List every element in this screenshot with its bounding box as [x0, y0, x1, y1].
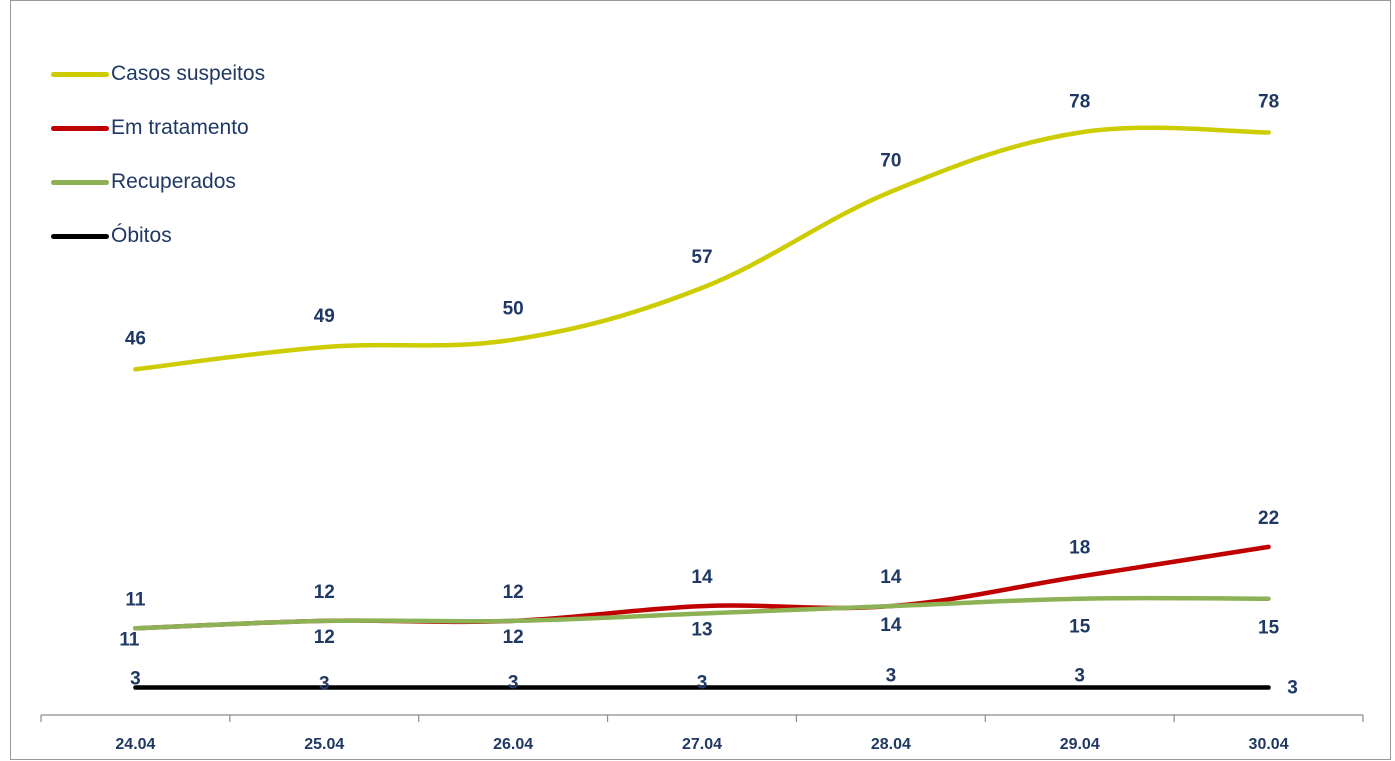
x-tick-label: 24.04 [115, 736, 155, 753]
data-label-casos-suspeitos: 78 [1069, 92, 1090, 113]
data-label-casos-suspeitos: 78 [1258, 92, 1279, 113]
x-tick-label: 30.04 [1249, 736, 1289, 753]
legend-label: Óbitos [111, 224, 172, 247]
legend-swatch [51, 179, 109, 185]
data-label-casos-suspeitos: 57 [691, 247, 712, 268]
legend-item-obitos: Óbitos [51, 209, 265, 263]
data-labels: 46 49 50 57 70 78 78 11 12 12 14 14 18 22 11 12 12 13 14 15… [119, 92, 1297, 699]
legend-item-recuperados: Recuperados [51, 155, 265, 209]
legend: Casos suspeitos Em tratamento Recuperado… [51, 47, 265, 263]
data-label-obitos: 3 [1287, 678, 1298, 699]
data-label-recuperados: 12 [503, 627, 524, 648]
legend-swatch [51, 71, 109, 77]
data-label-obitos: 3 [886, 666, 897, 687]
data-label-em-tratamento: 12 [314, 582, 335, 603]
data-label-em-tratamento: 14 [691, 567, 713, 588]
data-label-casos-suspeitos: 49 [314, 306, 335, 327]
line-chart: 24.04 25.04 26.04 27.04 28.04 29.04 30.04 46 49… [40, 92, 1364, 753]
data-label-obitos: 3 [319, 674, 330, 695]
legend-label: Casos suspeitos [111, 62, 266, 85]
data-label-obitos: 3 [508, 673, 519, 694]
series-lines [133, 125, 1271, 690]
legend-label: Recuperados [111, 170, 236, 193]
data-label-casos-suspeitos: 50 [503, 299, 524, 320]
data-label-casos-suspeitos: 46 [125, 328, 146, 349]
data-label-recuperados: 14 [880, 615, 902, 636]
legend-item-em-tratamento: Em tratamento [51, 101, 265, 155]
data-label-recuperados: 15 [1258, 618, 1280, 639]
data-label-em-tratamento: 11 [125, 589, 146, 610]
legend-item-casos-suspeitos: Casos suspeitos [51, 47, 265, 101]
data-label-obitos: 3 [697, 673, 708, 694]
data-label-em-tratamento: 12 [503, 582, 524, 603]
x-tick-label: 27.04 [682, 736, 722, 753]
data-label-casos-suspeitos: 70 [880, 151, 901, 172]
chart-frame: 24.04 25.04 26.04 27.04 28.04 29.04 30.04 46 49… [10, 0, 1391, 760]
data-label-recuperados: 12 [314, 627, 335, 648]
series-line-recuperados [133, 595, 1271, 631]
x-tick-label: 29.04 [1060, 736, 1100, 753]
data-label-em-tratamento: 18 [1069, 538, 1090, 559]
data-label-recuperados: 15 [1069, 617, 1091, 638]
x-axis: 24.04 25.04 26.04 27.04 28.04 29.04 30.04 [40, 714, 1364, 753]
data-label-obitos: 3 [1074, 666, 1085, 687]
data-label-recuperados: 11 [119, 629, 140, 650]
x-tick-label: 25.04 [304, 736, 344, 753]
legend-label: Em tratamento [111, 116, 249, 139]
data-label-recuperados: 13 [691, 620, 712, 641]
x-tick-label: 28.04 [871, 736, 911, 753]
data-label-em-tratamento: 22 [1258, 508, 1279, 529]
data-label-em-tratamento: 14 [880, 567, 902, 588]
x-tick-label: 26.04 [493, 736, 533, 753]
legend-swatch [51, 125, 109, 131]
series-line-casos-suspeitos [133, 125, 1271, 372]
legend-swatch [51, 233, 109, 239]
data-label-obitos: 3 [130, 669, 141, 690]
